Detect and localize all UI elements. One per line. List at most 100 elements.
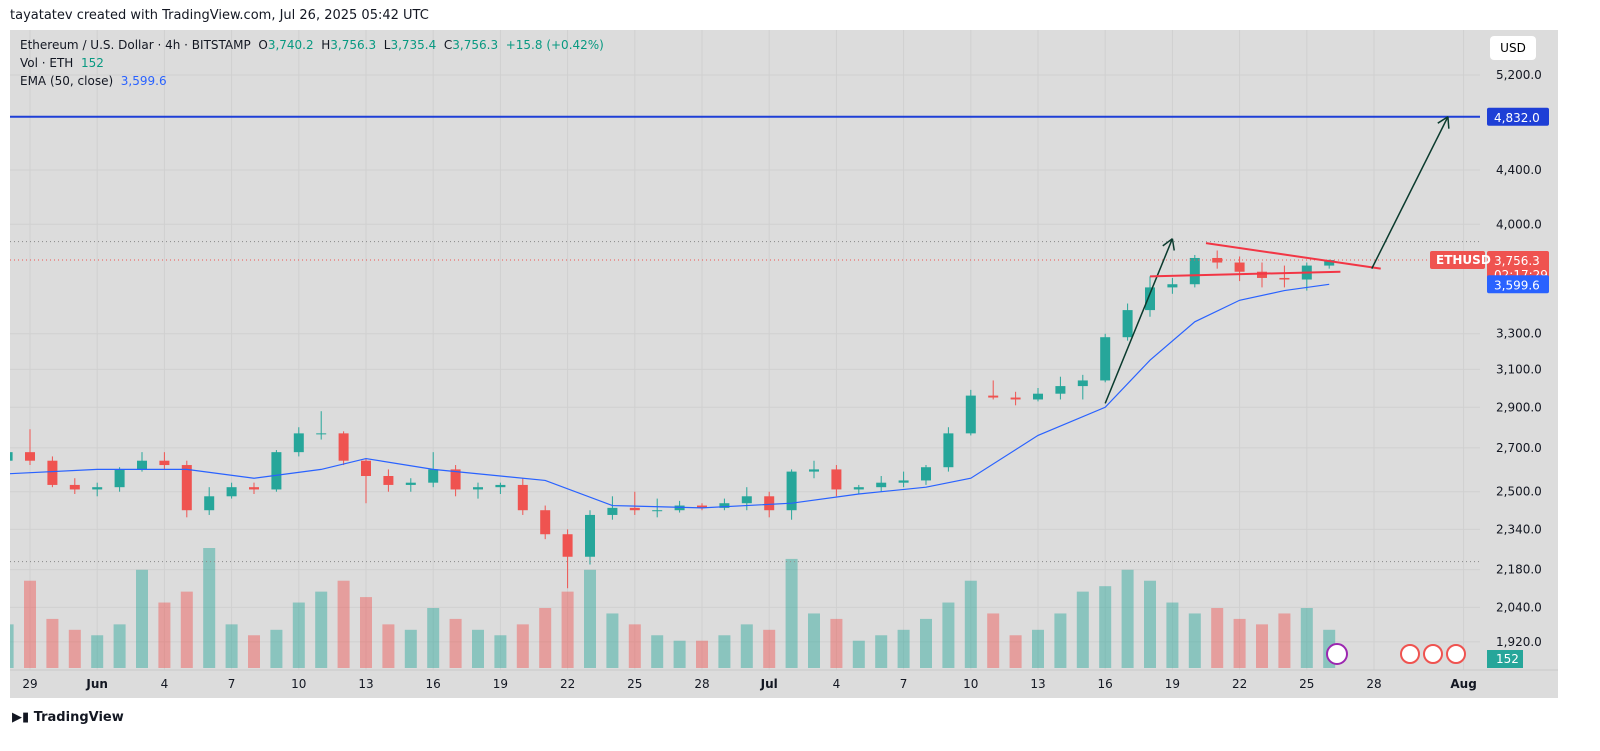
- volume-bar: [1076, 591, 1089, 668]
- price-tick-label: 2,900.0: [1496, 400, 1542, 414]
- time-tick-label: 4: [833, 677, 841, 691]
- volume-bar: [360, 597, 372, 668]
- time-tick-label: Jun: [85, 677, 108, 691]
- time-tick-label: 10: [291, 677, 306, 691]
- low-value: 3,735.4: [390, 38, 437, 52]
- price-tick-label: 1,920.0: [1496, 635, 1542, 649]
- volume-bar: [472, 629, 484, 668]
- volume-bar: [91, 635, 104, 668]
- price-tick-label: 5,200.0: [1496, 68, 1542, 82]
- candle-body: [293, 433, 304, 453]
- volume-bar: [875, 635, 888, 668]
- candle-body: [338, 433, 349, 461]
- ema-line: [10, 283, 1330, 509]
- candle-body: [1077, 380, 1088, 387]
- close-value: 3,756.3: [452, 38, 499, 52]
- volume-bar: [46, 618, 59, 668]
- volume-bar: [1009, 635, 1022, 668]
- candle-body: [1010, 397, 1021, 400]
- us-flag-event-icon: [1423, 644, 1443, 664]
- candle-body: [226, 487, 237, 497]
- currency-button[interactable]: USD: [1490, 36, 1536, 60]
- candle-body: [876, 482, 887, 488]
- volume-bar: [920, 618, 932, 668]
- volume-bar: [1256, 624, 1268, 668]
- volume-bar: [785, 558, 798, 668]
- candle-body: [652, 510, 663, 512]
- candle-body: [204, 496, 215, 511]
- change-value: +15.8 (+0.42%): [505, 38, 604, 52]
- arrow-head: [1162, 238, 1173, 247]
- last-price-label-bg: [1487, 251, 1549, 284]
- time-tick-label: 16: [426, 677, 441, 691]
- volume-bar: [1032, 629, 1044, 668]
- volume-bar: [180, 591, 193, 668]
- volume-bar: [382, 624, 395, 668]
- candle-body: [137, 460, 147, 470]
- chart-attribution: tayatatev created with TradingView.com, …: [10, 8, 429, 23]
- candle-body: [540, 510, 551, 535]
- volume-bar: [830, 618, 843, 668]
- candle-body: [585, 514, 595, 557]
- trend-arrow: [1104, 238, 1174, 404]
- time-tick-label: 16: [1098, 677, 1113, 691]
- time-tick-label: 7: [228, 677, 236, 691]
- time-tick-label: 28: [1366, 677, 1381, 691]
- time-tick-label: 7: [900, 677, 908, 691]
- time-tick-label: 19: [493, 677, 508, 691]
- price-tick-label: 2,700.0: [1496, 441, 1542, 455]
- price-tick-label: 2,500.0: [1496, 485, 1542, 499]
- time-tick-label: 28: [694, 677, 709, 691]
- volume-bar: [718, 635, 731, 668]
- price-tick-label: 3,100.0: [1496, 362, 1542, 376]
- ema-legend: EMA (50, close) 3,599.6: [20, 74, 167, 88]
- volume-bar: [1099, 586, 1112, 668]
- ohlc-legend: Ethereum / U.S. Dollar · 4h · BITSTAMP O…: [20, 38, 604, 52]
- candle-body: [1055, 386, 1066, 394]
- low-label: L: [383, 38, 391, 52]
- time-tick-label: 25: [627, 677, 642, 691]
- volume-value: 152: [80, 56, 104, 70]
- volume-bar: [1278, 613, 1291, 668]
- time-tick-label: 25: [1299, 677, 1314, 691]
- volume-bar: [68, 629, 81, 668]
- target-price-label: 4,832.0: [1494, 111, 1540, 125]
- volume-bar: [404, 629, 417, 668]
- chart-area[interactable]: [10, 30, 1558, 698]
- time-tick-label: 29: [22, 677, 37, 691]
- candle-body: [383, 476, 394, 485]
- volume-bar: [651, 635, 664, 668]
- volume-bar: [897, 629, 910, 668]
- volume-bar: [584, 569, 596, 668]
- price-tick-label: 2,180.0: [1496, 563, 1542, 577]
- lightning-event-icon: [1326, 643, 1348, 665]
- candle-body: [809, 469, 819, 472]
- high-label: H: [321, 38, 331, 52]
- footer-brand: TradingView: [33, 710, 124, 725]
- candle-body: [1167, 284, 1178, 288]
- us-flag-event-icon: [1400, 644, 1420, 664]
- close-label: C: [443, 38, 453, 52]
- volume-bar: [964, 580, 977, 668]
- candle-body: [114, 469, 125, 488]
- candle-body: [965, 395, 976, 434]
- candle-body: [450, 469, 461, 490]
- candle-body: [361, 460, 371, 477]
- volume-bar: [1188, 613, 1201, 668]
- candle-body: [316, 433, 327, 435]
- volume-bar: [606, 613, 619, 668]
- time-tick-label: 13: [1030, 677, 1045, 691]
- time-tick-label: 4: [161, 677, 169, 691]
- open-label: O: [258, 38, 268, 52]
- candle-body: [943, 433, 954, 468]
- volume-bar: [1233, 618, 1246, 668]
- volume-bar: [1144, 580, 1156, 668]
- candle-body: [1257, 271, 1267, 278]
- volume-bar: [516, 624, 529, 668]
- candle-body: [607, 507, 618, 515]
- volume-bar: [337, 580, 350, 668]
- candle-body: [1324, 260, 1335, 266]
- candle-body: [473, 487, 483, 490]
- volume-bar: [203, 548, 216, 668]
